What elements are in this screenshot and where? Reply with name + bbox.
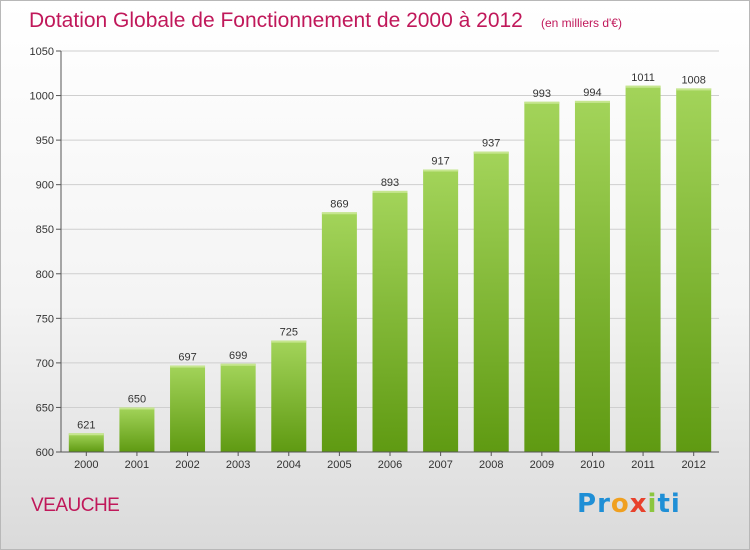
bar-highlight <box>625 85 661 88</box>
y-tick-label: 800 <box>36 269 54 281</box>
y-tick-label: 600 <box>36 447 54 459</box>
y-tick-label: 850 <box>36 224 54 236</box>
bar-highlight <box>170 365 206 368</box>
chart-unit: (en milliers d'€) <box>541 16 622 30</box>
x-tick-label: 2008 <box>479 459 503 471</box>
bar-highlight <box>372 190 408 193</box>
bar-highlight <box>473 151 509 154</box>
bar-highlight <box>119 407 155 410</box>
x-tick-label: 2002 <box>175 459 199 471</box>
y-tick-label: 700 <box>36 358 54 370</box>
bar-highlight <box>524 101 560 104</box>
value-label: 993 <box>533 88 551 100</box>
value-label: 650 <box>128 393 146 405</box>
value-label: 917 <box>431 156 449 168</box>
logo-letter: r <box>597 489 611 519</box>
bar-2010 <box>574 100 610 452</box>
logo-letter: i <box>670 489 681 519</box>
bar-2001 <box>119 407 155 452</box>
bar-highlight <box>676 88 712 91</box>
value-label: 699 <box>229 350 247 362</box>
logo-letter: t <box>657 489 671 519</box>
y-tick-label: 1000 <box>30 91 54 103</box>
value-label: 893 <box>381 177 399 189</box>
value-label: 725 <box>280 327 298 339</box>
bar-highlight <box>68 433 104 436</box>
bar-2006 <box>372 190 408 452</box>
value-label: 621 <box>77 419 95 431</box>
bar-highlight <box>321 212 357 215</box>
x-tick-label: 2000 <box>74 459 98 471</box>
bar-2012 <box>676 88 712 452</box>
y-tick-label: 1050 <box>30 46 54 58</box>
chart-title: Dotation Globale de Fonctionnement de 20… <box>29 9 523 32</box>
x-tick-label: 2011 <box>631 459 655 471</box>
x-tick-label: 2001 <box>125 459 149 471</box>
x-tick-label: 2003 <box>226 459 250 471</box>
x-tick-label: 2006 <box>378 459 402 471</box>
value-label: 994 <box>583 87 601 99</box>
bar-highlight <box>220 363 256 366</box>
value-label: 697 <box>178 352 196 364</box>
value-label: 1011 <box>631 72 655 84</box>
proxiti-logo: Proxiti <box>577 489 681 519</box>
bar-2000 <box>68 433 104 452</box>
logo-letter: o <box>610 489 630 519</box>
bar-2004 <box>271 340 307 452</box>
bar-2002 <box>170 365 206 452</box>
x-tick-label: 2005 <box>327 459 351 471</box>
bar-2003 <box>220 363 256 452</box>
value-label: 1008 <box>681 74 705 86</box>
logo-letter: x <box>629 489 648 519</box>
bar-2008 <box>473 151 509 452</box>
y-tick-label: 650 <box>36 402 54 414</box>
y-tick-label: 950 <box>36 135 54 147</box>
commune-name: VEAUCHE <box>31 495 120 516</box>
y-tick-label: 750 <box>36 313 54 325</box>
x-tick-label: 2004 <box>277 459 301 471</box>
logo-letter: i <box>647 489 658 519</box>
logo-letter: P <box>577 489 598 519</box>
value-label: 869 <box>330 198 348 210</box>
x-tick-label: 2012 <box>681 459 705 471</box>
bar-2005 <box>321 212 357 452</box>
bar-highlight <box>574 100 610 103</box>
bar-2009 <box>524 101 560 452</box>
bar-highlight <box>423 169 459 172</box>
x-tick-label: 2010 <box>580 459 604 471</box>
x-tick-label: 2007 <box>428 459 452 471</box>
bar-2011 <box>625 85 661 453</box>
value-label: 937 <box>482 138 500 150</box>
y-tick-label: 900 <box>36 180 54 192</box>
x-tick-label: 2009 <box>530 459 554 471</box>
bar-highlight <box>271 340 307 343</box>
bar-2007 <box>423 169 459 453</box>
